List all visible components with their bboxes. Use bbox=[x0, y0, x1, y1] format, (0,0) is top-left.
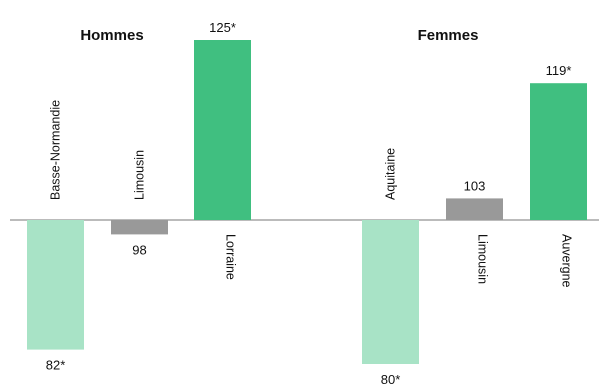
value-label: 125* bbox=[209, 20, 236, 35]
value-label: 80* bbox=[381, 372, 401, 387]
category-label: Basse-Normandie bbox=[49, 100, 63, 200]
bar bbox=[446, 198, 503, 220]
value-label: 103 bbox=[464, 178, 486, 193]
bar bbox=[530, 83, 587, 220]
bar bbox=[194, 40, 251, 220]
value-label: 119* bbox=[546, 63, 572, 78]
panel-title: Hommes bbox=[80, 27, 143, 44]
panel-title: Femmes bbox=[418, 27, 479, 44]
chart-marks: Hommes 82* Basse-Normandie 98 Limousin 125* Lo… bbox=[27, 20, 587, 387]
category-label: Aquitaine bbox=[384, 148, 398, 200]
value-label: 82* bbox=[46, 358, 66, 373]
bar bbox=[27, 220, 84, 350]
bar bbox=[111, 220, 168, 235]
category-label: Limousin bbox=[133, 150, 147, 200]
bar bbox=[362, 220, 419, 364]
category-label: Lorraine bbox=[224, 234, 238, 280]
value-label: 98 bbox=[132, 242, 146, 257]
category-label: Auvergne bbox=[560, 234, 574, 288]
category-label: Limousin bbox=[476, 234, 490, 284]
